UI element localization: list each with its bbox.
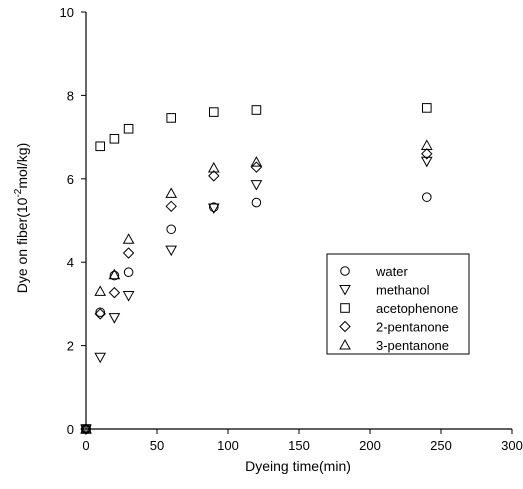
data-point [420, 156, 433, 168]
legend-label: methanol [376, 283, 430, 298]
data-point [209, 202, 219, 212]
legend-items: water methanol acetophenone 2-pentanone 3-pe… [339, 264, 458, 353]
data-point [94, 285, 107, 296]
legend-label: acetophenone [376, 301, 458, 316]
data-point [166, 113, 176, 123]
data-point [122, 247, 135, 259]
legend-label: water [375, 264, 408, 279]
data-point [80, 423, 92, 435]
legend-marker [339, 285, 351, 296]
data-point [108, 286, 121, 299]
data-point [80, 422, 92, 434]
legend-label: 3-pentanone [376, 338, 449, 353]
y-axis-label-after: mol/kg) [14, 143, 30, 189]
data-point [166, 224, 176, 235]
data-point [165, 200, 177, 213]
data-point [165, 245, 178, 257]
legend-marker [339, 320, 351, 333]
data-point [122, 233, 135, 244]
data-point [108, 268, 121, 280]
legend: water methanol acetophenone 2-pentanone 3-pe… [326, 253, 470, 355]
data-point [94, 352, 107, 364]
data-point [251, 105, 262, 115]
data-point [207, 203, 220, 215]
y-axis-label-before: Dye on fiber(10 [14, 197, 30, 293]
x-tick-label: 0 [82, 438, 89, 453]
y-axis-label: Dye on fiber(10-2mol/kg) [13, 143, 30, 294]
legend-marker [340, 266, 350, 276]
data-point [165, 187, 178, 198]
data-point [251, 197, 262, 208]
data-point [109, 133, 120, 144]
x-tick-label: 250 [430, 438, 452, 453]
legend-label: 2-pentanone [376, 320, 449, 335]
series-3-pentanone [80, 139, 433, 434]
x-axis-label: Dyeing time(min) [245, 458, 351, 474]
data-point [421, 148, 433, 160]
data-point [109, 270, 120, 281]
data-point [123, 267, 134, 278]
legend-marker [339, 338, 351, 350]
data-point [250, 156, 263, 167]
data-point [250, 180, 263, 191]
y-ticks: 0 2 4 6 8 10 [60, 5, 86, 437]
data-point [422, 103, 432, 113]
legend-marker [340, 303, 350, 313]
x-ticks: 0 50 100 150 200 250 300 [82, 429, 523, 453]
data-point [122, 291, 135, 302]
data-point [94, 308, 106, 320]
data-point [209, 107, 219, 117]
series-2-pentanone [80, 148, 433, 435]
x-tick-label: 200 [359, 438, 381, 453]
y-tick-label: 2 [67, 339, 74, 354]
data-point [420, 139, 433, 150]
data-point [250, 161, 263, 173]
data-point [422, 192, 432, 202]
axes [85, 12, 512, 430]
data-point [95, 141, 106, 152]
y-tick-label: 8 [67, 88, 74, 103]
x-tick-label: 150 [288, 438, 310, 453]
x-tick-label: 50 [150, 438, 164, 453]
x-tick-label: 100 [217, 438, 239, 453]
data-point [208, 170, 220, 182]
y-tick-label: 0 [67, 422, 74, 437]
y-axis-label-superscript: -2 [13, 188, 24, 197]
data-points [80, 103, 433, 436]
data-point [95, 307, 105, 318]
data-point [108, 313, 121, 324]
y-tick-label: 6 [67, 172, 74, 187]
y-tick-label: 4 [67, 255, 74, 270]
data-point [207, 161, 220, 173]
y-tick-label: 10 [60, 5, 74, 20]
legend-box [326, 253, 470, 355]
x-tick-label: 300 [501, 438, 523, 453]
data-point [123, 123, 134, 134]
